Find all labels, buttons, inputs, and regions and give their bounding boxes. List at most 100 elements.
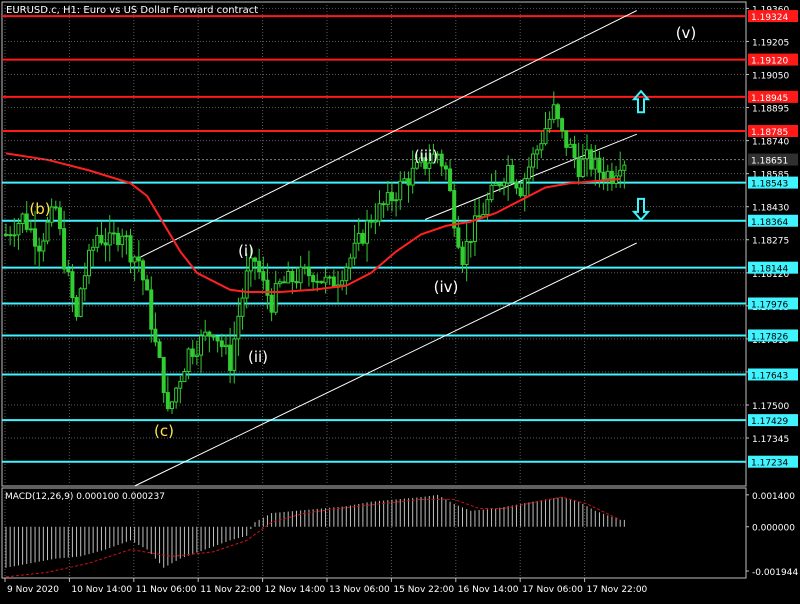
candle-body: [124, 235, 129, 238]
candle-body: [443, 165, 448, 170]
candle-body: [49, 206, 54, 223]
time-axis-label: 9 Nov 2020: [7, 585, 59, 595]
candle-body: [385, 192, 390, 205]
candle-body: [435, 153, 440, 156]
candle-body: [87, 249, 91, 277]
level-price-label: 1.18945: [751, 94, 788, 104]
candle-body: [273, 283, 278, 313]
candle-body: [277, 281, 282, 285]
candle-body: [477, 215, 482, 218]
candle-body: [182, 371, 187, 383]
level-price-tag: [748, 90, 798, 103]
candle-body: [228, 344, 233, 371]
candle-body: [174, 387, 179, 403]
candle-body: [111, 232, 116, 235]
candle-body: [398, 180, 403, 201]
price-axis-label: 1.18895: [752, 105, 789, 115]
wave-label: (v): [676, 24, 697, 42]
macd-axis-label: -0.001944: [752, 568, 798, 578]
price-axis-label: 1.17500: [752, 402, 789, 412]
candle-body: [161, 356, 166, 394]
candle-body: [493, 183, 498, 186]
candle-body: [165, 392, 170, 410]
arrow-up-icon[interactable]: [631, 89, 651, 114]
candle-body: [514, 181, 519, 189]
candle-body: [215, 336, 220, 342]
candle-body: [327, 276, 332, 279]
candle-body: [136, 256, 141, 262]
level-price-label: 1.19324: [751, 13, 788, 23]
wave-label: (b): [29, 200, 50, 218]
candle-body: [468, 240, 473, 243]
candle-body: [535, 149, 540, 155]
candle-body: [232, 338, 237, 371]
level-price-tag: [748, 214, 798, 227]
current-price-tag: [748, 153, 798, 166]
candle-body: [402, 178, 407, 182]
candle-body: [609, 170, 614, 184]
candle-body: [618, 169, 623, 177]
moving-average-line: [5, 152, 621, 293]
candle-body: [410, 167, 415, 186]
candle-body: [12, 234, 17, 237]
level-price-label: 1.19120: [751, 57, 788, 67]
candle-body: [37, 245, 42, 252]
candle-body: [70, 271, 75, 299]
candle-body: [373, 220, 378, 223]
level-price-tag: [748, 10, 798, 23]
channel-line[interactable]: [424, 133, 637, 220]
candle-body: [306, 267, 311, 277]
price-axis-label: 1.17345: [752, 435, 789, 445]
arrow-down-icon[interactable]: [631, 197, 651, 222]
macd-axis-label: 0.000000: [752, 524, 795, 534]
candle-body: [518, 187, 523, 197]
candle-body: [506, 164, 511, 184]
candle-body: [28, 228, 33, 231]
candle-body: [53, 206, 58, 209]
level-price-tag: [748, 455, 798, 468]
candle-body: [323, 276, 328, 284]
candle-body: [153, 328, 158, 343]
candle-body: [248, 257, 253, 272]
candle-body: [57, 207, 62, 230]
candle-body: [576, 157, 581, 177]
candle-body: [240, 297, 245, 317]
candle-body: [78, 288, 83, 317]
candle-body: [439, 153, 444, 167]
level-price-label: 1.18364: [751, 218, 788, 228]
candle-body: [223, 344, 228, 348]
candle-body: [186, 348, 191, 373]
candle-body: [62, 228, 67, 270]
candle-body: [269, 294, 274, 313]
candle-body: [45, 221, 50, 242]
candle-body: [547, 118, 552, 130]
time-axis-label: 17 Nov 22:00: [587, 585, 648, 595]
candle-body: [302, 266, 307, 269]
candle-body: [244, 270, 249, 299]
candle-body: [464, 240, 469, 266]
price-axis-label: 1.18740: [752, 138, 789, 148]
candle-body: [485, 199, 490, 215]
candle-body: [431, 153, 436, 164]
candle-body: [20, 213, 25, 225]
candle-body: [543, 128, 548, 145]
candle-body: [539, 143, 544, 151]
candle-body: [265, 279, 270, 296]
candle-body: [199, 335, 204, 356]
candle-body: [132, 256, 137, 263]
level-price-label: 1.17976: [751, 300, 788, 310]
wave-label: (iv): [434, 278, 459, 296]
candle-body: [91, 246, 96, 251]
candle-body: [360, 232, 365, 244]
channel-line[interactable]: [134, 242, 638, 487]
price-axis-label: 1.18275: [752, 237, 789, 247]
price-axis-label: 1.18585: [752, 171, 789, 181]
candle-body: [286, 271, 291, 284]
channel-line[interactable]: [134, 10, 638, 261]
candle-body: [555, 104, 560, 120]
candle-body: [41, 240, 46, 252]
level-price-label: 1.18785: [751, 128, 788, 138]
candle-body: [282, 281, 287, 284]
candle-body: [290, 271, 295, 283]
